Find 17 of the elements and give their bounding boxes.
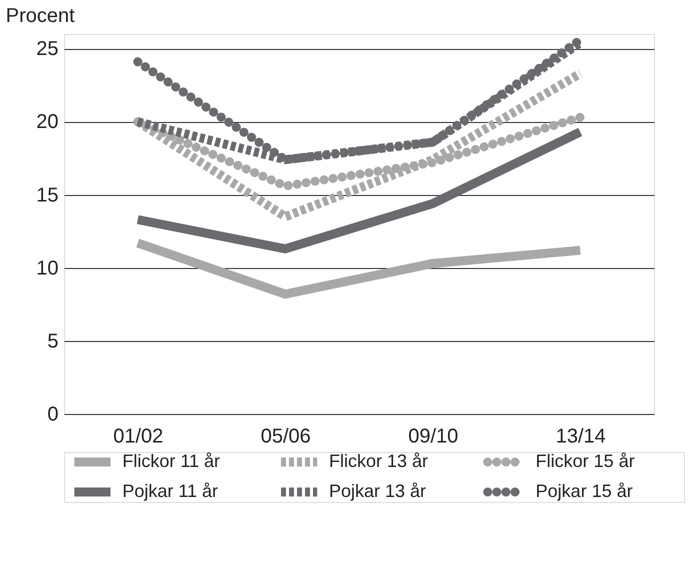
legend-label: Flickor 15 år <box>536 451 635 471</box>
legend-label: Pojkar 15 år <box>536 481 633 501</box>
legend-label: Pojkar 13 år <box>329 481 426 501</box>
y-axis-title: Procent <box>6 5 76 27</box>
x-tick-label: 13/14 <box>556 426 606 448</box>
legend-label: Flickor 11 år <box>122 451 220 471</box>
x-tick-label: 01/02 <box>113 426 164 448</box>
y-tick-label: 15 <box>36 184 58 206</box>
y-tick-label: 25 <box>36 38 58 60</box>
y-tick-label: 20 <box>36 111 58 134</box>
y-tick-label: 10 <box>36 257 58 280</box>
y-tick-label: 0 <box>47 404 58 426</box>
x-tick-label: 05/06 <box>260 426 311 448</box>
legend-label: Flickor 13 år <box>329 451 428 471</box>
legend-label: Pojkar 11 år <box>122 481 218 501</box>
y-tick-label: 5 <box>47 330 58 352</box>
x-tick-label: 09/10 <box>408 426 458 448</box>
